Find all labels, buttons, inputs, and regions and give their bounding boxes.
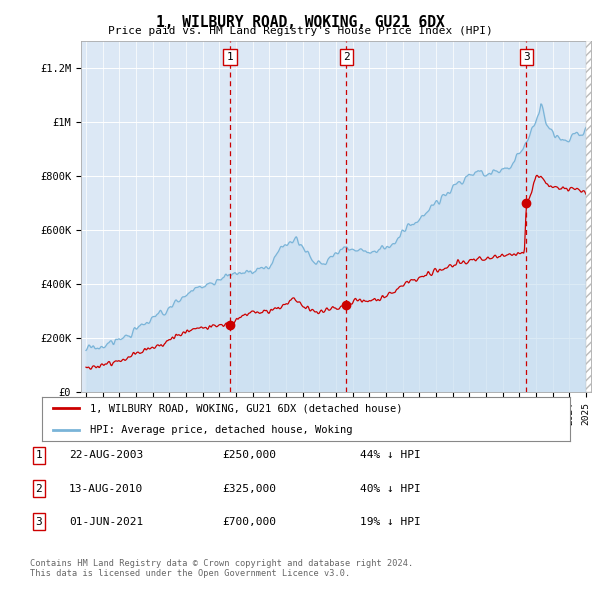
Text: 40% ↓ HPI: 40% ↓ HPI — [360, 484, 421, 493]
Text: 19% ↓ HPI: 19% ↓ HPI — [360, 517, 421, 526]
Text: Contains HM Land Registry data © Crown copyright and database right 2024.: Contains HM Land Registry data © Crown c… — [30, 559, 413, 568]
Polygon shape — [586, 41, 595, 392]
Text: HPI: Average price, detached house, Woking: HPI: Average price, detached house, Woki… — [89, 425, 352, 435]
Text: 1, WILBURY ROAD, WOKING, GU21 6DX (detached house): 1, WILBURY ROAD, WOKING, GU21 6DX (detac… — [89, 403, 402, 413]
Text: 2: 2 — [343, 52, 350, 62]
Text: Price paid vs. HM Land Registry's House Price Index (HPI): Price paid vs. HM Land Registry's House … — [107, 26, 493, 36]
Text: 13-AUG-2010: 13-AUG-2010 — [69, 484, 143, 493]
Text: 3: 3 — [523, 52, 530, 62]
Text: 01-JUN-2021: 01-JUN-2021 — [69, 517, 143, 526]
Text: 3: 3 — [35, 517, 43, 526]
Text: This data is licensed under the Open Government Licence v3.0.: This data is licensed under the Open Gov… — [30, 569, 350, 578]
Text: 44% ↓ HPI: 44% ↓ HPI — [360, 451, 421, 460]
Text: £325,000: £325,000 — [222, 484, 276, 493]
Text: 1, WILBURY ROAD, WOKING, GU21 6DX: 1, WILBURY ROAD, WOKING, GU21 6DX — [155, 15, 445, 30]
Text: 1: 1 — [35, 451, 43, 460]
Text: 22-AUG-2003: 22-AUG-2003 — [69, 451, 143, 460]
Text: £700,000: £700,000 — [222, 517, 276, 526]
Text: 1: 1 — [227, 52, 233, 62]
Text: £250,000: £250,000 — [222, 451, 276, 460]
Text: 2: 2 — [35, 484, 43, 493]
